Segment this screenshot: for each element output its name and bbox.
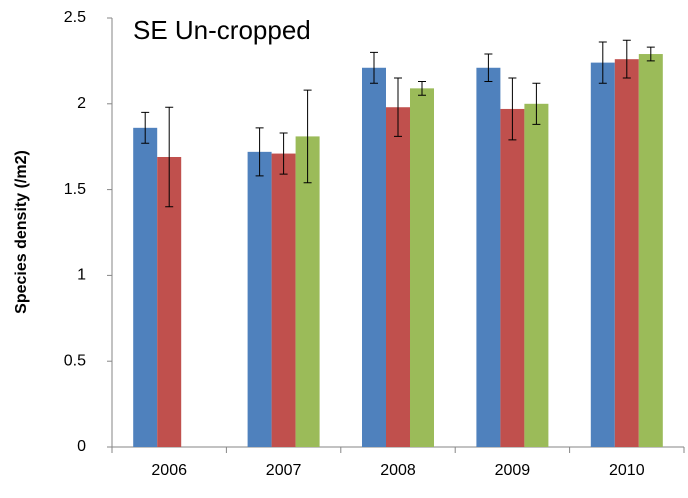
error-bar — [370, 51, 378, 84]
x-tick-label: 2010 — [609, 462, 645, 479]
error-bar — [141, 111, 150, 144]
y-tick-label: 1.5 — [64, 181, 86, 198]
bar — [614, 59, 639, 448]
bar — [476, 67, 501, 447]
bar — [362, 67, 386, 447]
y-tick-label: 0 — [77, 438, 86, 455]
chart-title: SE Un-cropped — [133, 15, 311, 45]
error-bar — [484, 53, 493, 82]
error-bar — [532, 82, 541, 125]
error-bar — [255, 127, 264, 177]
y-tick-label: 0.5 — [64, 352, 86, 369]
bar — [271, 153, 296, 447]
x-tick-label: 2009 — [495, 462, 531, 479]
error-bar — [165, 106, 174, 208]
x-tick-label: 2008 — [380, 462, 416, 479]
y-tick-label: 2 — [77, 95, 86, 112]
bar — [524, 103, 549, 448]
error-bar — [622, 39, 631, 79]
error-bar — [646, 46, 655, 62]
bar — [133, 127, 158, 447]
x-tick-label: 2006 — [151, 462, 187, 479]
bar — [590, 62, 615, 448]
x-tick-label: 2007 — [266, 462, 302, 479]
y-tick-label: 1 — [77, 267, 86, 284]
error-bar — [508, 77, 517, 141]
y-axis-label: Species density (/m2) — [13, 150, 30, 314]
bar — [247, 151, 272, 447]
y-tick-label: 2.5 — [64, 9, 86, 26]
error-bar — [418, 80, 426, 96]
error-bar — [598, 41, 607, 84]
bar — [410, 88, 434, 447]
bar — [638, 54, 663, 447]
error-bar — [279, 132, 288, 175]
bar — [386, 107, 410, 448]
error-bar — [394, 77, 402, 137]
error-bar — [303, 89, 312, 184]
bar — [500, 108, 525, 447]
bar — [295, 136, 320, 448]
